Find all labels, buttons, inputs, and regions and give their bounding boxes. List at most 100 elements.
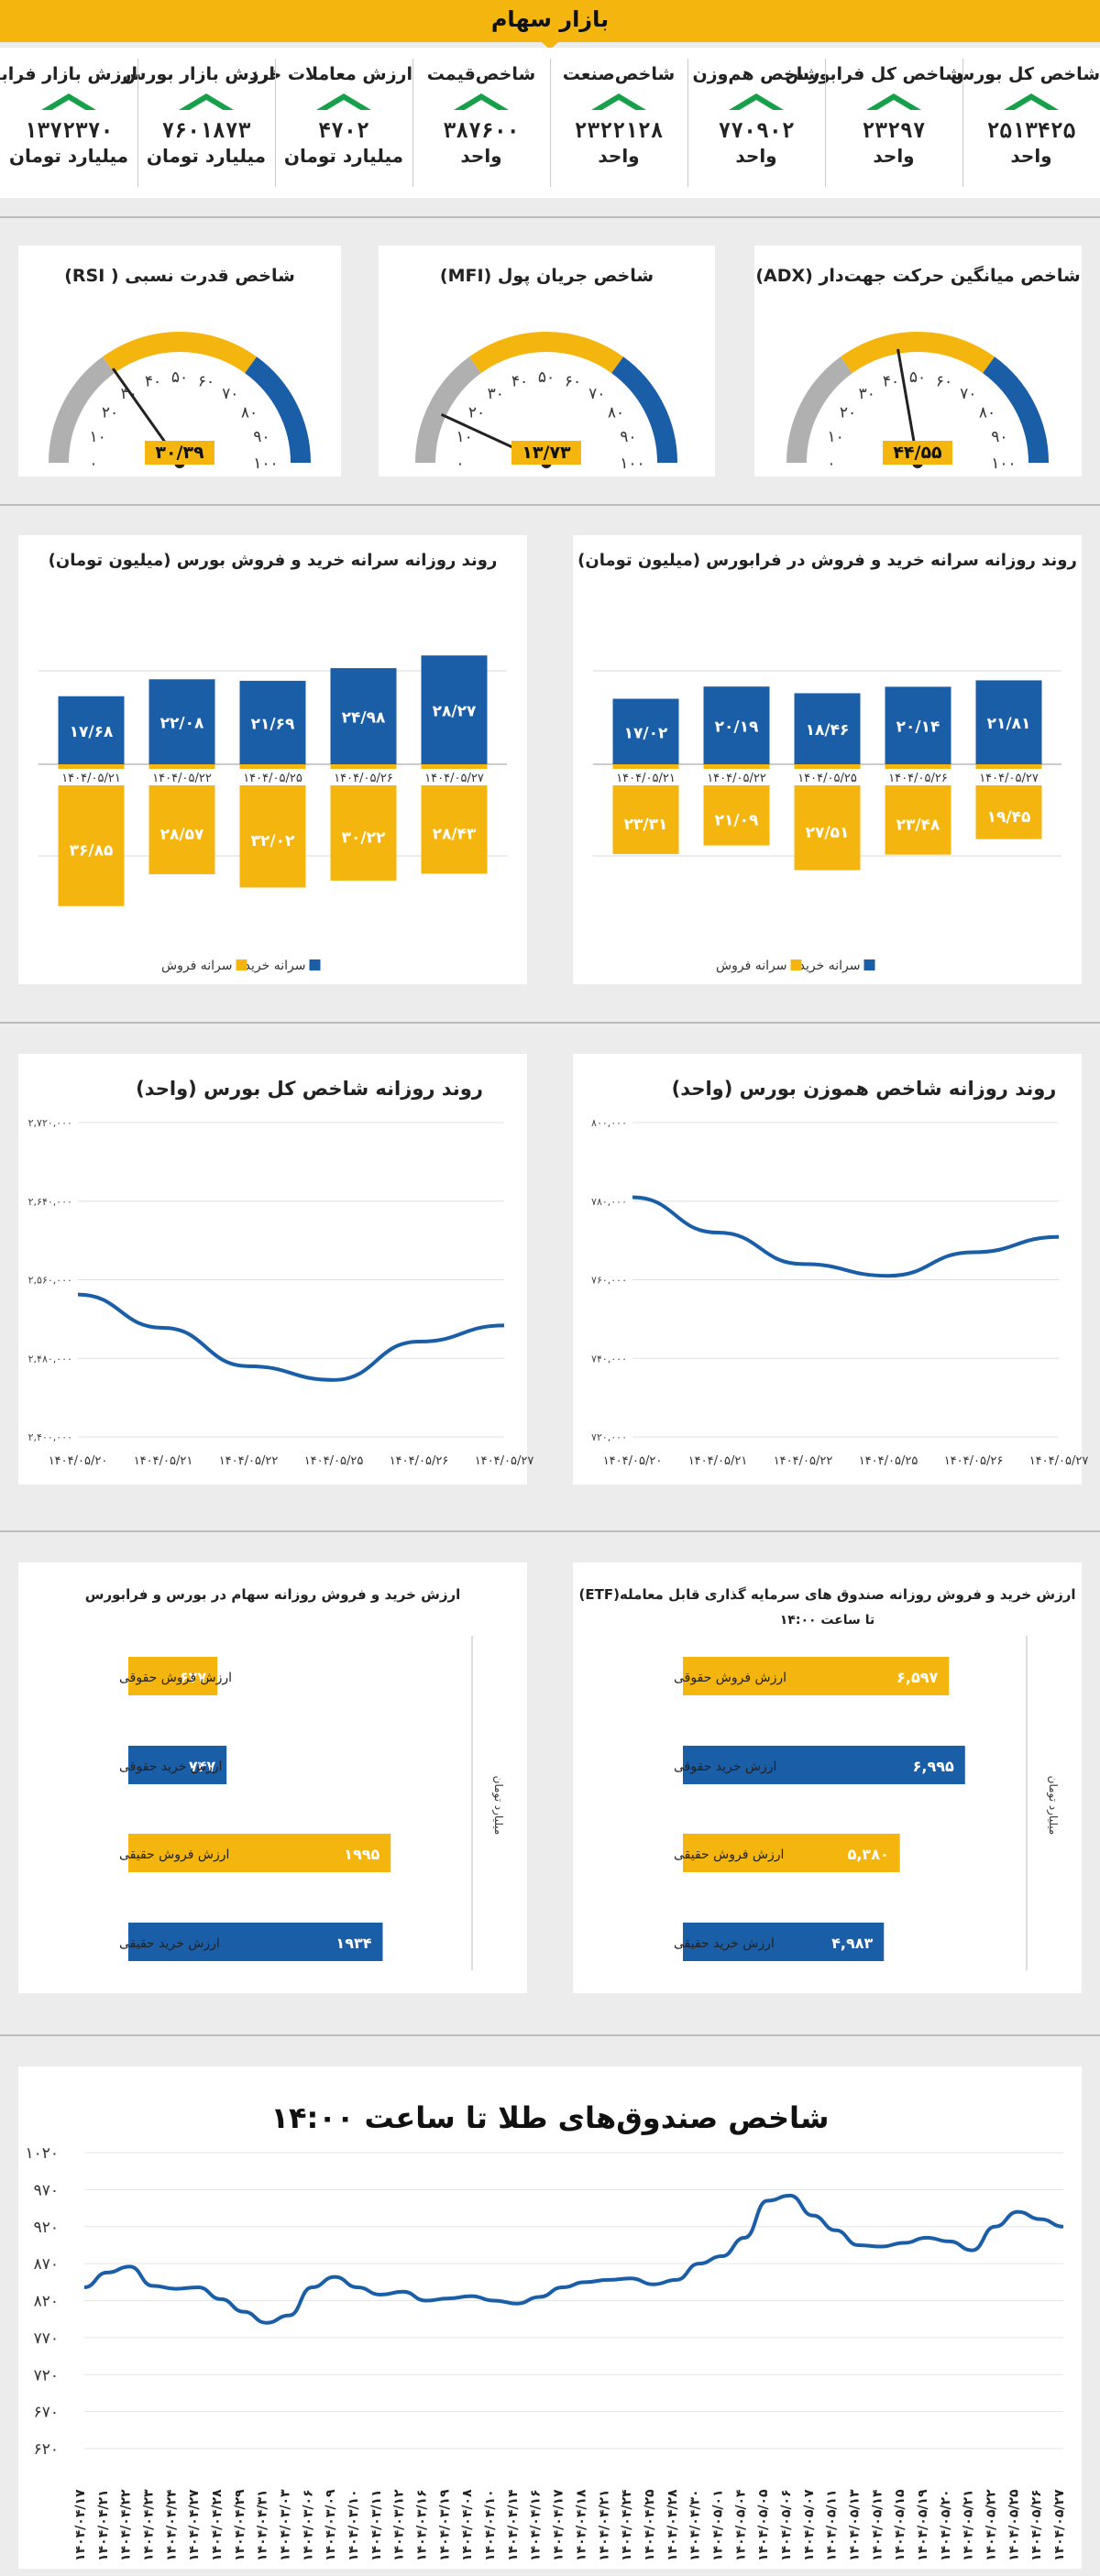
x-tick-label: ۱۴۰۴/۰۳/۰۳ (279, 2489, 293, 2561)
indicator-label: ارزش معاملات خرد (248, 64, 412, 84)
gauge-tick-label: ۷۰ (222, 385, 238, 403)
indicator-unit: واحد (598, 145, 640, 167)
indicator-separator (412, 59, 413, 187)
indicator-card: ارزش معاملات خرد ۴۷۰۲ میلیارد تومان (248, 48, 412, 198)
x-tick-label: ۱۴۰۴/۰۴/۱۰ (483, 2489, 498, 2561)
indicator-unit: میلیارد تومان (146, 145, 267, 167)
gauge-tick-label: ۰ (89, 455, 97, 473)
gauge-tick-label: ۱۰۰ (253, 455, 278, 473)
x-tick-label: ۱۴۰۴/۰۵/۰۷ (802, 2489, 817, 2561)
x-tick-label: ۱۴۰۴/۰۴/۲۵ (643, 2489, 657, 2561)
bar-sell-label: ۳۶/۸۵ (70, 841, 114, 860)
x-tick-label: ۱۴۰۴/۰۵/۰۴ (733, 2489, 748, 2561)
value-bar-label: ۵,۳۸۰ (848, 1846, 889, 1863)
percap-charts-svg: روند روزانه سرانه خرید و فروش در فرابورس… (38, 551, 1077, 973)
x-tick-label: ۱۴۰۴/۰۴/۱۷ (552, 2489, 566, 2561)
x-tick-label: ۱۴۰۴/۰۵/۲۶ (1029, 2489, 1044, 2561)
bar-sell-label: ۲۸/۴۳ (433, 826, 477, 844)
gold-funds-title: شاخص صندوق‌های طلا تا ساعت ۱۴:۰۰ (270, 2100, 829, 2135)
x-tick-label: ۱۴۰۴/۰۵/۲۱ (134, 1454, 193, 1468)
y-tick-label: ۷۸۰,۰۰۰ (591, 1196, 627, 1208)
index-charts-svg: روند روزانه شاخص هموزن بورس (واحد) ۷۲۰,۰۰… (28, 1078, 1089, 1468)
category-label-bg (421, 769, 488, 785)
legend-buy-swatch (864, 959, 875, 970)
x-tick-label: ۱۴۰۴/۰۳/۱۶ (415, 2489, 430, 2561)
category-label: ارزش فروش حقوقی (119, 1671, 232, 1685)
x-tick-label: ۱۴۰۴/۰۵/۲۰ (49, 1454, 108, 1468)
category-label-bg (239, 769, 306, 785)
x-tick-label: ۱۴۰۴/۰۵/۲۷ (475, 1454, 534, 1468)
legend-sell-label: سرانه فروش (716, 959, 786, 973)
category-label: ارزش فروش حقوقی (674, 1671, 786, 1685)
gauge-tick-label: ۶۰ (936, 373, 952, 391)
x-tick-label: ۱۴۰۴/۰۵/۱۵ (893, 2489, 908, 2561)
value-bar (683, 1746, 965, 1784)
gold-funds-line (83, 2193, 1064, 2325)
y-tick-label: ۹۷۰ (34, 2181, 59, 2199)
value-bar (128, 1834, 391, 1872)
y-tick-label: ۱۰۲۰ (25, 2144, 59, 2163)
x-tick-label: ۱۴۰۴/۰۴/۲۱ (597, 2489, 611, 2561)
indicator-label: شاخص‌صنعت (562, 64, 676, 84)
x-tick-label: ۱۴۰۴/۰۴/۲۱ (96, 2489, 111, 2561)
divider (0, 2034, 1100, 2036)
x-tick-label: ۱۴۰۴/۰۵/۲۶ (944, 1454, 1004, 1468)
up-arrow-icon (591, 93, 646, 111)
value-bar-label: ۱۹۳۴ (336, 1935, 371, 1952)
gauge-tick-label: ۲۰ (840, 404, 856, 422)
category-label: ارزش خرید حقوقی (119, 1759, 222, 1774)
bar-buy (703, 686, 770, 764)
x-tick-label: ۱۴۰۴/۰۵/۱۱ (825, 2489, 840, 2561)
indicator-value: ۷۶۰۱۸۷۳ (161, 119, 251, 143)
x-tick-label: ۱۴۰۴/۰۴/۱۶ (529, 2489, 544, 2561)
indicator-value: ۱۳۷۲۳۷۰ (24, 119, 114, 143)
gauge-arc-high (982, 356, 1049, 464)
bar-buy-label: ۲۸/۲۷ (433, 703, 477, 721)
y-tick-label: ۷۶۰,۰۰۰ (591, 1275, 627, 1287)
total-index-panel (18, 1054, 527, 1485)
gauge-tick-label: ۹۰ (620, 428, 636, 446)
indicator-card: شاخص‌صنعت ۲۳۲۲۱۲۸ واحد (550, 48, 688, 198)
value-bar (683, 1834, 900, 1872)
x-tick-label: ۱۴۰۴/۰۳/۱۲ (392, 2489, 407, 2561)
value-bar (683, 1657, 950, 1695)
gauge-tick-label: ۶۰ (565, 373, 581, 391)
x-tick-label: ۱۴۰۴/۰۵/۲۱ (688, 1454, 748, 1468)
category-label-bg (612, 769, 679, 785)
indicator-label: شاخص کل فرابورس (785, 64, 962, 84)
category-label-bg (703, 769, 770, 785)
indicator-label: ارزش بازار فرابورس (0, 64, 138, 84)
legend-buy-swatch (309, 959, 321, 970)
x-tick-label: ۱۴۰۴/۰۴/۲۴ (620, 2489, 634, 2561)
gauge-value: ۱۳/۷۳ (522, 443, 571, 463)
bar-buy-label: ۱۷/۶۸ (70, 723, 114, 741)
gauge-tick-label: ۴۰ (145, 373, 161, 391)
bar-buy (885, 686, 952, 764)
y-tick-label: ۲,۴۸۰,۰۰۰ (28, 1353, 72, 1365)
bar-sell-label: ۲۱/۰۹ (715, 811, 759, 829)
gauge-tick-label: ۰ (456, 455, 464, 473)
gauge-tick-label: ۱۰ (827, 428, 843, 446)
x-tick-label: ۱۴۰۴/۰۵/۲۲ (774, 1454, 833, 1468)
bar-sell-label: ۲۸/۵۷ (160, 826, 204, 844)
bar-sell-label: ۲۷/۵۱ (806, 824, 850, 842)
gauge-mfi-title: شاخص جریان پول (MFI) (439, 266, 654, 286)
category-label: ۱۴۰۴/۰۵/۲۶ (888, 772, 948, 785)
value-bar (683, 1923, 885, 1961)
value-bar-label: ۴,۹۸۳ (831, 1935, 873, 1952)
divider (0, 1022, 1100, 1024)
value-bar-label: ۱۹۹۵ (344, 1846, 380, 1863)
gauge-tick-label: ۲۰ (102, 404, 118, 422)
indicator-separator (275, 59, 276, 187)
gauge-tick-label: ۱۰۰ (620, 455, 644, 473)
index-line (632, 1195, 1060, 1278)
value-bar-label: ۶,۹۹۵ (913, 1758, 954, 1775)
x-tick-label: ۱۴۰۴/۰۴/۳۱ (256, 2489, 270, 2561)
bar-buy-label: ۲۲/۰۸ (160, 715, 204, 733)
category-label: ۱۴۰۴/۰۵/۲۵ (243, 772, 302, 785)
indicator-separator (550, 59, 551, 187)
bar-sell (58, 764, 125, 906)
x-tick-label: ۱۴۰۴/۰۵/۲۱ (962, 2489, 976, 2561)
x-tick-label: ۱۴۰۴/۰۴/۱۷ (73, 2489, 88, 2561)
